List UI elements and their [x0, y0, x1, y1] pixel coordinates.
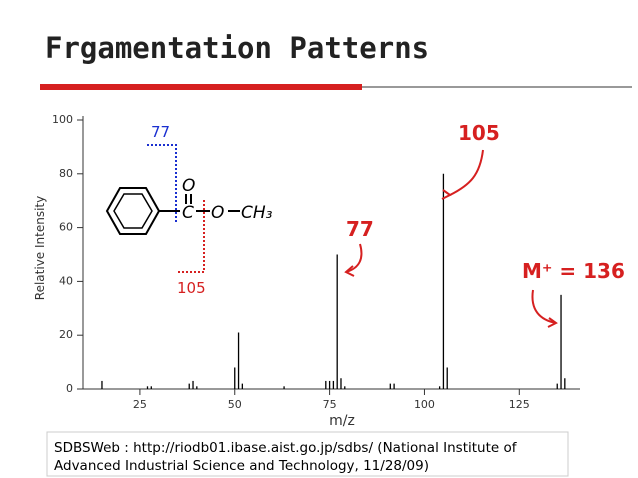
structure — [105, 187, 240, 235]
x-tick-label: 25 — [133, 398, 147, 411]
arrowhead — [344, 265, 355, 277]
y-tick-label: 0 — [66, 382, 73, 395]
arrows — [344, 149, 558, 328]
chart: 0 20 40 60 80 100 25 50 75 100 125 — [52, 113, 580, 411]
title-rule — [362, 86, 632, 88]
x-tick-label: 75 — [323, 398, 337, 411]
x-tick-label: 50 — [228, 398, 242, 411]
atom: C — [182, 203, 194, 223]
x-tick-label: 100 — [414, 398, 435, 411]
arrow — [449, 149, 484, 196]
arrow — [345, 243, 363, 273]
chart-frame — [30, 100, 598, 430]
cleavage-line — [176, 200, 205, 273]
arrow — [531, 289, 557, 324]
y-tick-label: 60 — [59, 221, 73, 234]
annotation: 105 — [458, 121, 500, 145]
annotation: 77 — [151, 123, 170, 141]
atom: O — [211, 203, 224, 223]
annotation: 77 — [346, 217, 374, 241]
annotation: 105 — [177, 279, 206, 297]
slide-title: Frgamentation Patterns — [45, 31, 429, 65]
y-tick-label: 80 — [59, 167, 73, 180]
citation-box — [46, 431, 569, 477]
citation: SDBSWeb : http://riodb01.ibase.aist.go.j… — [54, 440, 518, 456]
benzene-inner — [113, 193, 153, 229]
y-tick-label: 20 — [59, 328, 73, 341]
arrowhead — [547, 317, 558, 328]
title-underline — [40, 84, 362, 90]
atom: CH₃ — [241, 203, 273, 223]
y-axis-label: Relative Intensity — [33, 196, 47, 300]
x-axis-label: m/z — [329, 413, 355, 429]
y-tick-label: 100 — [52, 113, 73, 126]
x-tick-label: 125 — [509, 398, 530, 411]
y-tick-label: 40 — [59, 274, 73, 287]
cleavage-line — [147, 144, 177, 222]
annotation: M⁺ = 136 — [522, 259, 625, 283]
structure-labels: O C O CH₃ — [182, 176, 273, 223]
atom: O — [182, 176, 195, 196]
citation: Advanced Industrial Science and Technolo… — [54, 458, 429, 474]
arrowhead — [441, 189, 452, 200]
